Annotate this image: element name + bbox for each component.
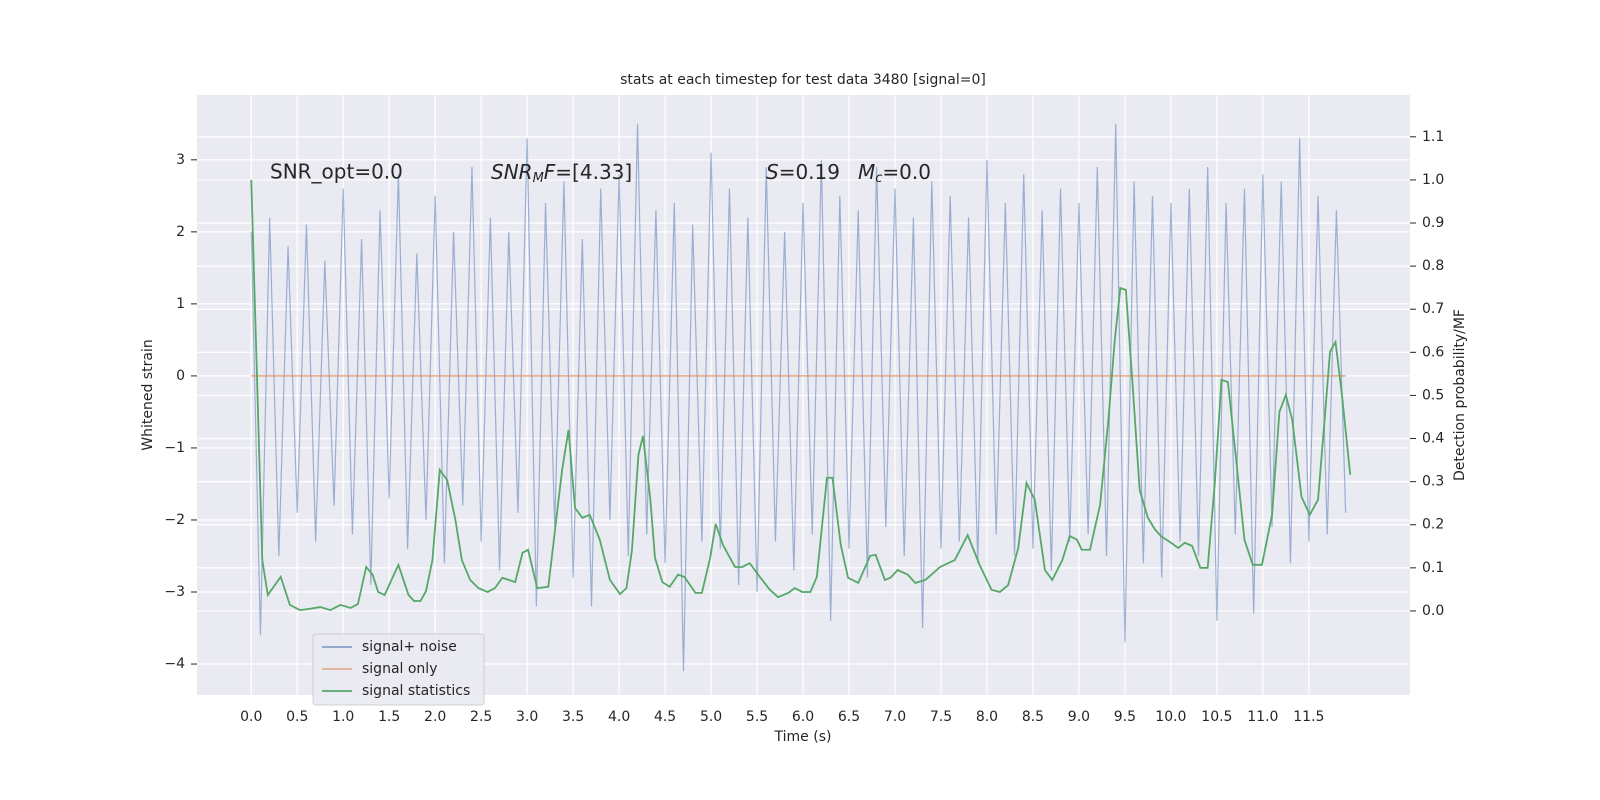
- axes: 0.0 0.5 1.0 1.5 2.0 2.5 3.0 3.5 4.0 4.5 5.0 5.5 6.0 6…: [164, 129, 1444, 725]
- annotation: SNR_opt=0.0: [270, 160, 403, 184]
- y-tick-label: 2: [176, 224, 185, 240]
- legend-label: signal statistics: [362, 683, 470, 699]
- x-tick-label: 6.5: [838, 709, 860, 725]
- data: [250, 123, 1352, 672]
- y-tick-label: 1: [176, 296, 185, 312]
- annotation-part: c: [875, 171, 882, 186]
- y2-tick-label: 1.0: [1422, 172, 1444, 188]
- annotation-part: =0.19: [779, 160, 840, 184]
- x-tick-label: 1.0: [332, 709, 354, 725]
- annotation: SNRMF=[4.33]: [491, 160, 632, 186]
- annotation-part: =[4.33]: [555, 160, 632, 184]
- x-tick-label: 11.5: [1293, 709, 1324, 725]
- x-axis-label: Time (s): [774, 729, 832, 745]
- chart-title: stats at each timestep for test data 348…: [620, 72, 986, 88]
- x-tick-label: 0.5: [286, 709, 308, 725]
- annotation-part: S: [766, 160, 779, 184]
- y2-tick-label: 0.1: [1422, 560, 1444, 576]
- x-tick-label: 3.0: [516, 709, 538, 725]
- y-tick-label: −1: [164, 440, 185, 456]
- legend-box: [312, 633, 485, 706]
- x-tick-label: 1.5: [378, 709, 400, 725]
- legend-label: signal+ noise: [362, 639, 457, 655]
- series-line: [250, 123, 1347, 672]
- y2-tick-label: 1.1: [1422, 129, 1444, 145]
- y2-tick-label: 0.5: [1422, 387, 1444, 403]
- x-tick-label: 10.5: [1201, 709, 1232, 725]
- x-tick-label: 8.5: [1022, 709, 1044, 725]
- x-tick-label: 2.0: [424, 709, 446, 725]
- x-tick-label: 7.0: [884, 709, 906, 725]
- annotation-part: SNR: [491, 160, 533, 184]
- annotation: S=0.19 Mc=0.0: [766, 160, 931, 186]
- x-tick-label: 5.5: [746, 709, 768, 725]
- x-tick-label: 9.5: [1114, 709, 1136, 725]
- y2-tick-label: 0.4: [1422, 431, 1444, 447]
- y-tick-label: −4: [164, 656, 185, 672]
- legend: signal+ noise signal only signal statistic…: [312, 633, 485, 706]
- x-tick-label: 8.0: [976, 709, 998, 725]
- annotation-part: F: [544, 160, 556, 184]
- x-tick-label: 0.0: [240, 709, 262, 725]
- x-tick-label: 10.0: [1155, 709, 1186, 725]
- x-tick-label: 7.5: [930, 709, 952, 725]
- annotation-part: M: [858, 160, 875, 184]
- x-tick-label: 2.5: [470, 709, 492, 725]
- y2-tick-label: 0.7: [1422, 301, 1444, 317]
- x-tick-label: 5.0: [700, 709, 722, 725]
- series-line: [250, 179, 1352, 612]
- y2-tick-label: 0.3: [1422, 474, 1444, 490]
- y2-tick-label: 0.0: [1422, 603, 1444, 619]
- x-tick-label: 3.5: [562, 709, 584, 725]
- x-tick-label: 4.0: [608, 709, 630, 725]
- y2-tick-label: 0.8: [1422, 258, 1444, 274]
- y-tick-label: −2: [164, 512, 185, 528]
- annotation-part: M: [533, 171, 544, 186]
- y2-tick-label: 0.2: [1422, 517, 1444, 533]
- y-tick-label: 0: [176, 368, 185, 384]
- y-axis-label: Whitened strain: [140, 339, 156, 450]
- y-tick-label: −3: [164, 584, 185, 600]
- y-tick-label: 3: [176, 152, 185, 168]
- y2-tick-label: 0.9: [1422, 215, 1444, 231]
- annotation-part: =0.0: [882, 160, 931, 184]
- x-tick-label: 4.5: [654, 709, 676, 725]
- y2-tick-label: 0.6: [1422, 344, 1444, 360]
- y2-axis-label: Detection probability/MF: [1452, 309, 1468, 481]
- x-tick-label: 11.0: [1247, 709, 1278, 725]
- x-tick-label: 6.0: [792, 709, 814, 725]
- legend-label: signal only: [362, 661, 437, 677]
- x-tick-label: 9.0: [1068, 709, 1090, 725]
